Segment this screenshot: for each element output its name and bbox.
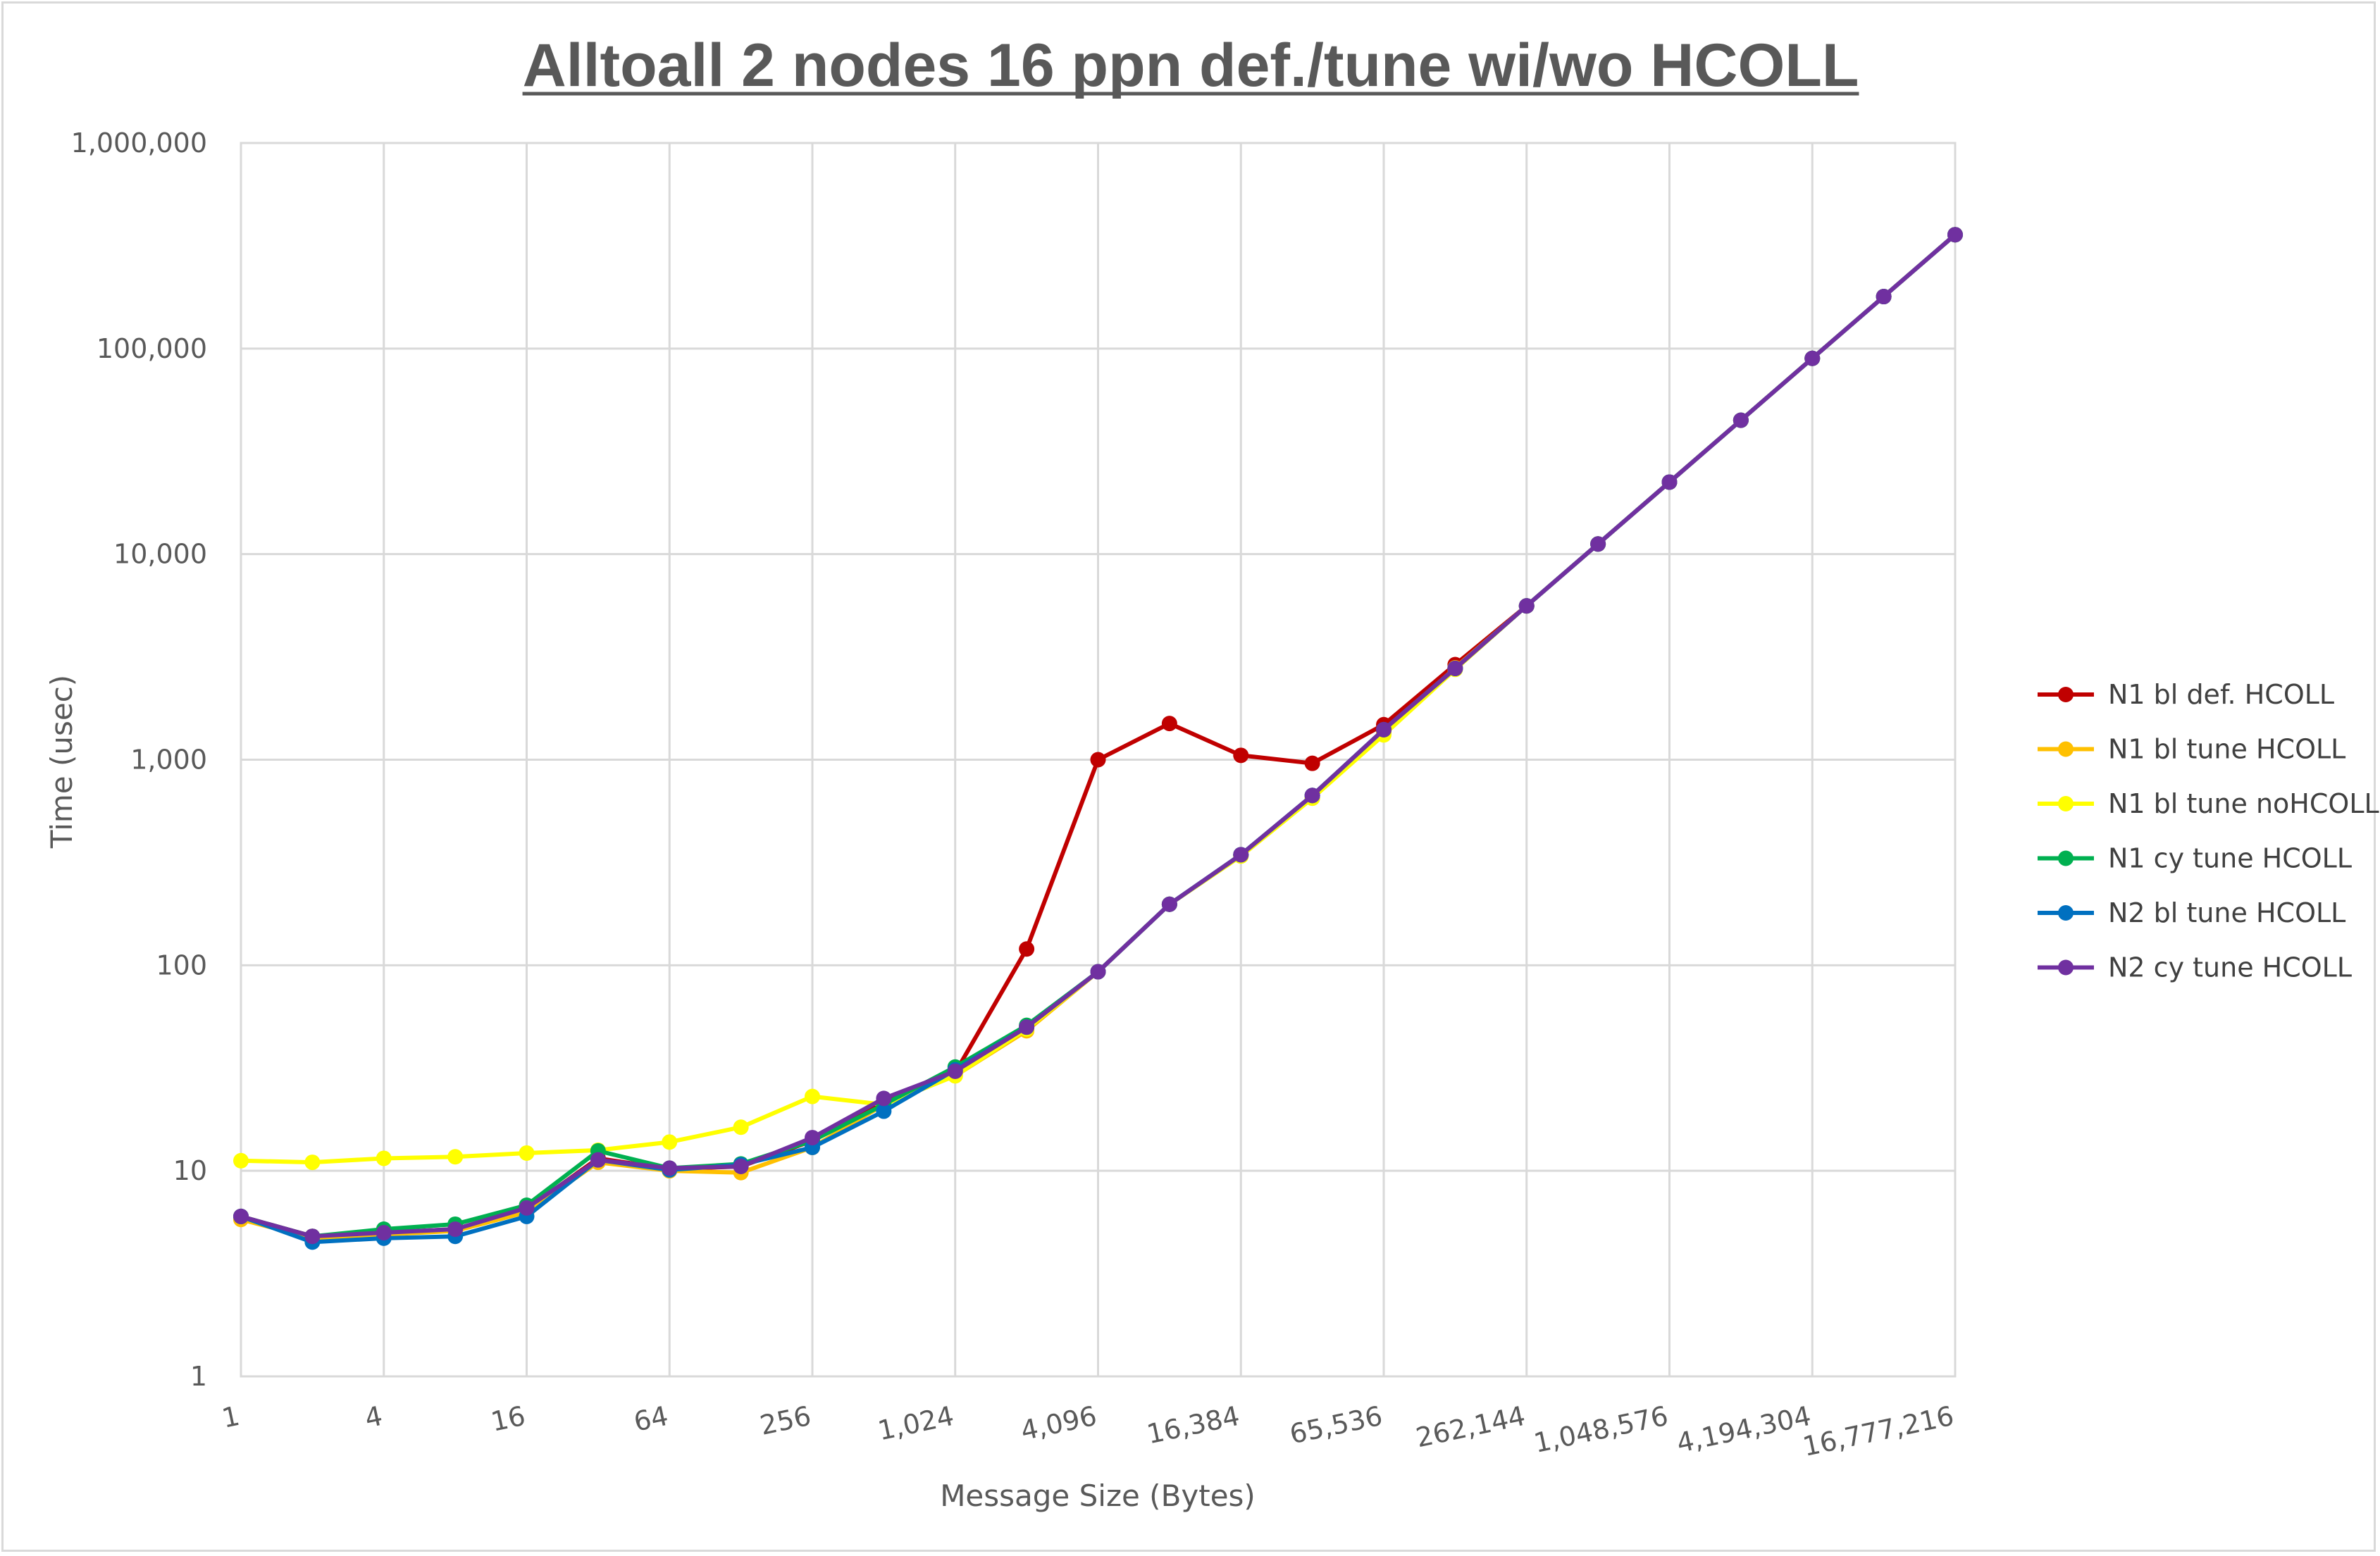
y-tick-label: 10 <box>173 1155 207 1186</box>
legend-label: N2 bl tune HCOLL <box>2108 897 2345 928</box>
x-tick-label: 256 <box>757 1400 814 1441</box>
y-tick-label: 10,000 <box>113 539 207 570</box>
data-point <box>947 1063 963 1079</box>
x-tick-label: 262,144 <box>1413 1400 1528 1454</box>
y-tick-label: 100,000 <box>97 333 207 364</box>
data-point <box>376 1150 392 1166</box>
x-tick-label: 65,536 <box>1287 1400 1385 1450</box>
y-axis-title: Time (usec) <box>44 675 79 849</box>
data-point <box>519 1145 535 1161</box>
y-tick-label: 100 <box>156 950 207 981</box>
data-point <box>733 1119 749 1135</box>
data-point <box>1233 747 1249 764</box>
series-layer <box>233 227 1963 1250</box>
plot-area-border <box>240 142 1957 1378</box>
x-tick-label: 64 <box>631 1400 671 1438</box>
data-point <box>1019 941 1035 957</box>
data-point <box>447 1221 464 1238</box>
x-tick-label: 16 <box>488 1400 528 1438</box>
chart-title: Alltoall 2 nodes 16 ppn def./tune wi/wo … <box>523 32 1859 99</box>
data-point <box>519 1200 535 1216</box>
data-point <box>805 1130 820 1146</box>
data-point <box>304 1154 321 1171</box>
x-tick-label: 16,777,216 <box>1800 1400 1957 1462</box>
legend-swatch-marker <box>2058 959 2074 976</box>
data-point <box>1090 964 1106 980</box>
data-point <box>376 1225 392 1241</box>
data-point <box>876 1090 892 1107</box>
legend-item: N2 cy tune HCOLL <box>2038 952 2352 983</box>
data-point <box>1876 289 1892 305</box>
data-point <box>1090 752 1106 768</box>
y-tick-label: 1,000,000 <box>71 127 207 158</box>
x-tick-labels: 1 4 16 64 256 1,024 4,096 16,384 65,536 262,144 1,… <box>219 1400 1957 1462</box>
x-axis-title: Message Size (Bytes) <box>940 1479 1256 1513</box>
legend-label: N1 bl tune noHCOLL <box>2108 788 2379 819</box>
data-point <box>1947 227 1963 243</box>
data-point <box>590 1152 606 1168</box>
y-tick-label: 1,000 <box>130 745 207 776</box>
data-point <box>1661 474 1678 490</box>
data-point <box>1733 412 1749 428</box>
x-tick-label: 1 <box>219 1400 242 1434</box>
data-point <box>1590 536 1606 552</box>
x-tick-label: 4 <box>362 1400 385 1434</box>
data-point <box>447 1149 464 1165</box>
legend-swatch-marker <box>2058 687 2074 702</box>
legend-swatch-marker <box>2058 796 2074 811</box>
data-point <box>304 1228 321 1245</box>
legend-swatch-marker <box>2058 905 2074 921</box>
data-point <box>1161 896 1177 912</box>
data-point <box>805 1088 820 1104</box>
data-point <box>733 1158 749 1174</box>
x-tick-label: 1,048,576 <box>1531 1400 1671 1459</box>
legend-label: N1 cy tune HCOLL <box>2108 843 2352 874</box>
data-point <box>233 1208 249 1224</box>
legend-swatch-marker <box>2058 741 2074 757</box>
x-tick-label: 1,024 <box>875 1400 957 1447</box>
legend-item: N1 cy tune HCOLL <box>2038 843 2352 874</box>
data-point <box>233 1152 249 1169</box>
data-point <box>1233 847 1249 863</box>
data-point <box>1304 788 1320 804</box>
legend-item: N1 bl def. HCOLL <box>2038 679 2334 710</box>
data-point <box>1804 350 1821 366</box>
data-point <box>1376 721 1392 737</box>
legend-item: N1 bl tune HCOLL <box>2038 734 2345 765</box>
y-tick-labels: 1 10 100 1,000 10,000 100,000 1,000,000 <box>71 127 207 1392</box>
data-point <box>1019 1019 1035 1035</box>
legend-label: N1 bl def. HCOLL <box>2108 679 2334 710</box>
series <box>233 227 1963 1245</box>
data-point <box>1161 716 1177 732</box>
data-point <box>662 1160 678 1176</box>
x-tick-label: 4,194,304 <box>1674 1400 1814 1459</box>
legend-swatch-marker <box>2058 850 2074 866</box>
data-point <box>1447 660 1463 676</box>
data-point <box>876 1103 892 1119</box>
data-point <box>662 1134 678 1150</box>
legend: N1 bl def. HCOLL N1 bl tune HCOLL N1 bl tu… <box>2038 679 2379 983</box>
legend-item: N2 bl tune HCOLL <box>2038 897 2345 928</box>
legend-label: N2 cy tune HCOLL <box>2108 952 2352 983</box>
legend-item: N1 bl tune noHCOLL <box>2038 788 2379 819</box>
legend-label: N1 bl tune HCOLL <box>2108 734 2345 765</box>
y-tick-label: 1 <box>190 1361 207 1392</box>
data-point <box>1518 598 1535 614</box>
x-tick-label: 4,096 <box>1018 1400 1100 1447</box>
data-point <box>1304 755 1320 771</box>
x-tick-label: 16,384 <box>1144 1400 1242 1450</box>
